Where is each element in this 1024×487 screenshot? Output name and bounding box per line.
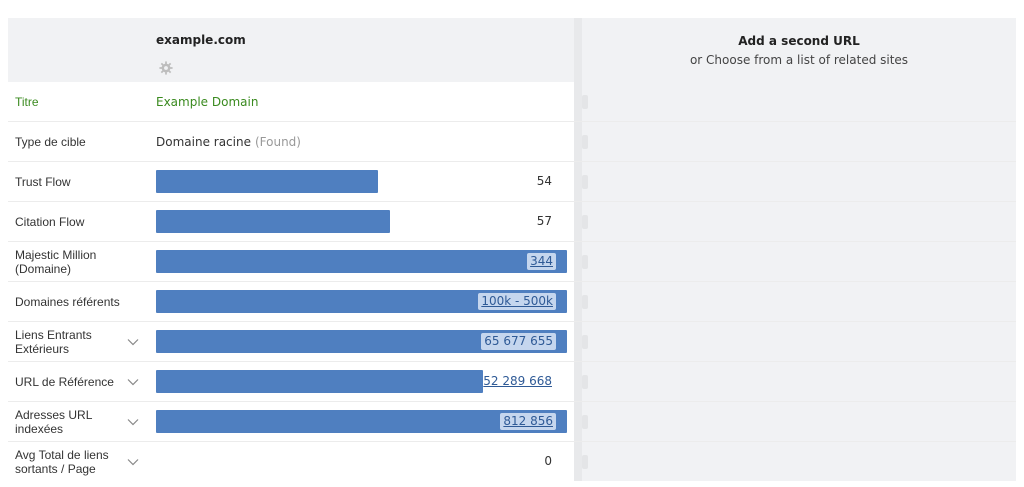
bar-fill [156, 410, 567, 433]
row-value: Example Domain [148, 82, 574, 121]
row-label-text: Titre [15, 94, 39, 109]
row-label: Type de cible [8, 122, 148, 161]
table-row[interactable]: Liens Entrants Extérieurs 65 677 655 [8, 322, 1016, 362]
row-value: Domaine racine (Found) [148, 122, 574, 161]
placeholder-handle [582, 415, 588, 429]
table-row: Trust Flow 54 [8, 162, 1016, 202]
site-name: example.com [156, 33, 246, 47]
placeholder-handle [582, 255, 588, 269]
citation-flow-value: 57 [536, 214, 552, 228]
external-backlinks-value: 65 677 655 [481, 333, 556, 350]
second-column-cell [574, 202, 1016, 241]
row-value: 54 [148, 162, 574, 201]
placeholder-handle [582, 375, 588, 389]
trust-flow-bar: 54 [156, 170, 567, 193]
indexed-urls-link[interactable]: 812 856 [500, 413, 556, 430]
row-value: 65 677 655 [148, 322, 574, 361]
bar-fill [156, 330, 567, 353]
row-label: Citation Flow [8, 202, 148, 241]
second-column-cell [574, 322, 1016, 361]
header-label-spacer [8, 18, 148, 82]
placeholder-handle [582, 455, 588, 469]
external-backlinks-bar: 65 677 655 [156, 330, 567, 353]
table-row[interactable]: Avg Total de liens sortants / Page 0 [8, 442, 1016, 481]
table-row: Titre Example Domain [8, 82, 1016, 122]
second-column-cell [574, 122, 1016, 161]
placeholder-handle [582, 175, 588, 189]
placeholder-handle [582, 215, 588, 229]
second-column-cell [574, 82, 1016, 121]
choose-related-sites-link[interactable]: or Choose from a list of related sites [689, 53, 909, 67]
referring-urls-link[interactable]: 52 289 668 [483, 374, 552, 388]
table-row: Domaines référents 100k - 500k [8, 282, 1016, 322]
bar-fill [156, 290, 567, 313]
target-type-value: Domaine racine [156, 134, 251, 149]
second-column-cell [574, 362, 1016, 401]
row-label-text: Majestic Million (Domaine) [15, 247, 97, 276]
bar-fill [156, 370, 484, 393]
row-label-text: Type de cible [15, 134, 86, 149]
table-row: Majestic Million (Domaine) 344 [8, 242, 1016, 282]
chevron-down-icon[interactable] [127, 458, 139, 466]
citation-flow-bar: 57 [156, 210, 567, 233]
bar-fill [156, 170, 378, 193]
table-header: example.com Add a second URL or Choose [8, 18, 1016, 82]
row-label-text: Avg Total de liens sortants / Page [15, 447, 109, 476]
second-url-header[interactable]: Add a second URL or Choose from a list o… [574, 18, 1016, 82]
chevron-down-icon[interactable] [127, 378, 139, 386]
row-label-text: Trust Flow [15, 174, 71, 189]
row-label-text: Domaines référents [15, 294, 120, 309]
row-label-text: Citation Flow [15, 214, 85, 229]
placeholder-handle [582, 295, 588, 309]
row-value: 344 [148, 242, 574, 281]
table-row[interactable]: Adresses URL indexées 812 856 [8, 402, 1016, 442]
bar-fill [156, 210, 391, 233]
placeholder-handle [582, 135, 588, 149]
gear-icon[interactable] [159, 61, 173, 75]
row-label: Majestic Million (Domaine) [8, 242, 148, 281]
second-column-cell [574, 442, 1016, 481]
add-second-url-link[interactable]: Add a second URL [738, 34, 860, 48]
placeholder-handle [582, 335, 588, 349]
referring-domains-link[interactable]: 100k - 500k [478, 293, 556, 310]
bar-fill [156, 250, 567, 273]
row-label[interactable]: Avg Total de liens sortants / Page [8, 442, 148, 481]
referring-urls-bar: 52 289 668 [156, 370, 567, 393]
row-label-text: Liens Entrants Extérieurs [15, 327, 92, 356]
site-column-header: example.com [148, 18, 574, 82]
chevron-down-icon[interactable] [127, 338, 139, 346]
table-row[interactable]: URL de Référence 52 289 668 [8, 362, 1016, 402]
row-value: 100k - 500k [148, 282, 574, 321]
indexed-urls-bar: 812 856 [156, 410, 567, 433]
row-label-text: Adresses URL indexées [15, 407, 92, 436]
second-column-cell [574, 242, 1016, 281]
row-label-text: URL de Référence [15, 374, 114, 389]
row-label: Trust Flow [8, 162, 148, 201]
table-row: Citation Flow 57 [8, 202, 1016, 242]
table-row: Type de cible Domaine racine (Found) [8, 122, 1016, 162]
second-column-cell [574, 162, 1016, 201]
row-label[interactable]: Adresses URL indexées [8, 402, 148, 441]
row-label[interactable]: URL de Référence [8, 362, 148, 401]
row-label: Domaines référents [8, 282, 148, 321]
placeholder-handle [582, 95, 588, 109]
target-type-note: (Found) [254, 134, 301, 149]
avg-outlinks-bar: 0 [156, 450, 567, 473]
row-value: 0 [148, 442, 574, 481]
row-label[interactable]: Liens Entrants Extérieurs [8, 322, 148, 361]
row-value: 57 [148, 202, 574, 241]
chevron-down-icon[interactable] [127, 418, 139, 426]
second-column-cell [574, 402, 1016, 441]
avg-outlinks-value: 0 [544, 454, 552, 468]
referring-domains-bar: 100k - 500k [156, 290, 567, 313]
second-column-cell [574, 282, 1016, 321]
majestic-million-link[interactable]: 344 [527, 253, 556, 270]
title-value: Example Domain [156, 94, 259, 109]
trust-flow-value: 54 [536, 174, 552, 188]
row-value: 812 856 [148, 402, 574, 441]
majestic-million-bar: 344 [156, 250, 567, 273]
row-value: 52 289 668 [148, 362, 574, 401]
row-label: Titre [8, 82, 148, 121]
comparison-table: example.com Add a second URL or Choose [8, 18, 1016, 481]
